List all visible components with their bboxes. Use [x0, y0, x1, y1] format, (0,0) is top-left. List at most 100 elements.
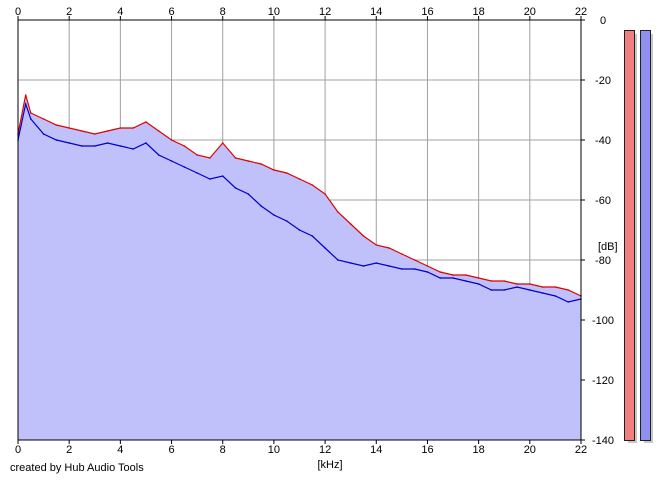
- y-axis-label: [dB]: [598, 241, 618, 253]
- series-1-point: [375, 262, 378, 264]
- series-1-point: [362, 265, 365, 267]
- series-1-point: [388, 265, 390, 267]
- x-tick-label-top: 6: [168, 6, 174, 18]
- series-1-point: [426, 271, 429, 273]
- x-tick-label-top: 16: [421, 6, 433, 18]
- series-1-point: [132, 148, 134, 150]
- series-1-point: [55, 139, 58, 141]
- series-0-point: [388, 247, 390, 249]
- series-0-point: [516, 283, 518, 285]
- series-1-point: [221, 175, 224, 177]
- series-0-point: [541, 286, 544, 288]
- series-0-point: [209, 157, 211, 159]
- y-tick-label: -120: [592, 375, 614, 387]
- x-tick-label-top: 10: [268, 6, 280, 18]
- x-tick-label-bottom: 18: [473, 444, 485, 456]
- x-tick-label-bottom: 0: [15, 444, 21, 456]
- series-0-point: [375, 244, 378, 246]
- x-tick-label-top: 2: [66, 6, 72, 18]
- series-0-point: [29, 112, 32, 114]
- series-0-point: [452, 274, 454, 276]
- x-tick-label-bottom: 14: [370, 444, 382, 456]
- series-line-0: [17, 94, 582, 297]
- series-0-point: [490, 280, 493, 282]
- series-0-point: [324, 193, 326, 195]
- x-tick-label-bottom: 10: [268, 444, 280, 456]
- series-1-point: [68, 142, 70, 144]
- x-tick-label-top: 8: [220, 6, 226, 18]
- series-1-point: [477, 283, 480, 285]
- series-0-point: [260, 163, 262, 165]
- series-1-point: [337, 259, 339, 261]
- series-1-point: [157, 154, 160, 156]
- spectrum-area: [18, 95, 581, 440]
- series-1-point: [324, 247, 326, 249]
- x-tick-label-top: 4: [117, 6, 123, 18]
- y-tick-label: -100: [592, 315, 614, 327]
- series-1-point: [42, 133, 45, 135]
- series-0-point: [170, 139, 173, 141]
- y-tick-label: -40: [595, 135, 611, 147]
- y-tick-label: -20: [595, 75, 611, 87]
- series-0-point: [311, 184, 314, 186]
- series-0-point: [234, 157, 237, 159]
- y-tick-label: -80: [595, 255, 611, 267]
- x-axis-label: [kHz]: [317, 459, 342, 471]
- series-1-point: [183, 166, 186, 168]
- series-1-point: [93, 145, 96, 147]
- x-tick-label-bottom: 22: [575, 444, 587, 456]
- series-1-point: [24, 103, 27, 105]
- series-0-point: [157, 130, 160, 132]
- axis-ticks: 002244668810101212141416161818202022220-…: [15, 6, 614, 456]
- series-1-point: [81, 145, 83, 147]
- series-1-point: [196, 172, 198, 174]
- x-tick-label-bottom: 2: [66, 444, 72, 456]
- series-0-point: [145, 121, 147, 123]
- series-0-point: [93, 133, 96, 135]
- series-1-point: [234, 187, 237, 189]
- x-tick-label-bottom: 16: [421, 444, 433, 456]
- series-1-point: [452, 277, 454, 279]
- plot-frame: [17, 19, 582, 441]
- series-1-point: [567, 301, 570, 303]
- series-1-point: [401, 268, 403, 270]
- right-channel-meter: [640, 30, 651, 441]
- series-0-point: [439, 271, 442, 273]
- series-1-point: [247, 193, 250, 195]
- x-tick-label-bottom: 6: [168, 444, 174, 456]
- series-0-point: [55, 124, 58, 126]
- series-1-point: [349, 262, 352, 264]
- series-0-point: [413, 259, 416, 261]
- series-0-point: [247, 160, 250, 162]
- x-tick-label-bottom: 8: [220, 444, 226, 456]
- x-tick-label-top: 0: [15, 6, 21, 18]
- series-0-point: [81, 130, 83, 132]
- series-0-point: [42, 118, 45, 120]
- series-1-point: [260, 205, 262, 207]
- series-1-point: [285, 220, 288, 222]
- x-tick-label-top: 20: [524, 6, 536, 18]
- series-0-point: [119, 127, 122, 129]
- series-0-point: [477, 277, 480, 279]
- series-lines: [17, 94, 582, 303]
- series-1-point: [29, 118, 32, 120]
- series-1-point: [541, 292, 544, 294]
- x-tick-label-top: 12: [319, 6, 331, 18]
- series-0-point: [24, 94, 27, 96]
- series-1-point: [516, 286, 518, 288]
- series-0-point: [183, 145, 186, 147]
- spectrum-fill: [18, 95, 581, 440]
- x-tick-label-top: 14: [370, 6, 382, 18]
- series-1-point: [439, 277, 442, 279]
- x-tick-label-bottom: 12: [319, 444, 331, 456]
- series-0-point: [362, 235, 365, 237]
- series-0-point: [465, 274, 467, 276]
- series-0-point: [298, 178, 301, 180]
- series-1-point: [145, 142, 147, 144]
- series-1-point: [273, 214, 275, 216]
- x-tick-label-top: 22: [575, 6, 587, 18]
- series-0-point: [554, 286, 557, 288]
- credit-text: created by Hub Audio Tools: [10, 462, 144, 474]
- series-0-point: [349, 223, 352, 225]
